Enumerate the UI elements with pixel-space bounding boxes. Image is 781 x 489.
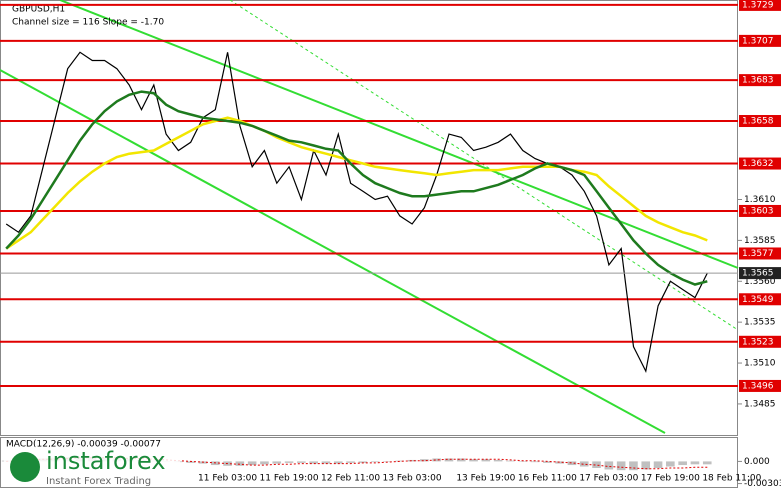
macd-bar [530, 461, 540, 463]
macd-bar [444, 458, 454, 462]
channel-upper [59, 0, 739, 269]
level-label: 1.3523 [742, 337, 774, 347]
y-tick-label: 0.000 [744, 457, 770, 467]
macd-bar [456, 458, 466, 462]
y-tick-label: 1.3560 [744, 277, 776, 287]
level-label: 1.3658 [742, 117, 774, 127]
macd-bar [297, 461, 306, 463]
x-tick-label: 16 Feb 11:00 [518, 474, 577, 484]
macd-bar [370, 461, 380, 463]
level-label-bg [739, 115, 781, 128]
macd-bar [333, 461, 343, 464]
macd-bar [641, 461, 651, 470]
macd-bar [469, 459, 478, 462]
level-label: 1.3683 [742, 76, 774, 86]
y-tick-label: 1.3610 [744, 195, 776, 205]
level-label-bg [739, 335, 781, 348]
macd-bar [567, 461, 577, 466]
macd-bar [629, 461, 638, 471]
macd-bar [666, 461, 675, 467]
level-label: 1.3729 [742, 0, 774, 10]
last-price-bg [739, 267, 781, 280]
logo: instaforex Instant Forex Trading [4, 447, 180, 487]
price-line [5, 51, 708, 374]
logo-name: instaforex [46, 447, 166, 475]
macd-bar [358, 461, 368, 463]
level-label: 1.3603 [742, 206, 774, 216]
macd-bar [309, 461, 318, 464]
chart-title: GBPUSD,H1 [12, 5, 65, 15]
level-label: 1.3707 [742, 36, 774, 46]
macd-bar [678, 461, 687, 466]
level-label-bg [739, 157, 781, 170]
x-tick-label: 13 Feb 03:00 [383, 474, 442, 484]
price-line [5, 116, 708, 250]
channel-mid [229, 0, 739, 331]
x-tick-label: 13 Feb 19:00 [456, 474, 515, 484]
macd-bar [493, 459, 503, 462]
macd-bar [321, 461, 331, 464]
x-tick-label: 12 Feb 11:00 [321, 474, 380, 484]
level-label-bg [739, 0, 781, 11]
logo-tagline: Instant Forex Trading [46, 476, 151, 487]
level-label-bg [739, 379, 781, 392]
macd-bar [506, 460, 515, 462]
macd-bar [247, 461, 257, 466]
level-label: 1.3496 [742, 381, 774, 391]
channel [0, 0, 739, 434]
main-frame [0, 0, 738, 436]
macd-bar [284, 461, 294, 463]
x-tick-label: 11 Feb 19:00 [260, 474, 319, 484]
price-line [5, 90, 708, 286]
channel-lower [0, 69, 666, 434]
level-label-bg [739, 247, 781, 260]
macd-bar [702, 461, 712, 465]
macd-bar [653, 461, 663, 468]
macd-frame [0, 437, 738, 488]
last-price-label: 1.3565 [742, 269, 774, 279]
macd-bar [407, 459, 417, 462]
macd-bar [235, 461, 245, 466]
macd-title: MACD(12,26,9) -0.00039 -0.00077 [6, 440, 161, 450]
macd-bar [690, 461, 700, 465]
level-label-bg [739, 293, 781, 306]
macd-bar [260, 461, 269, 465]
macd-bar [555, 461, 564, 464]
macd-bar [395, 460, 405, 462]
level-label: 1.3632 [742, 159, 774, 169]
macd-bar [518, 461, 528, 462]
macd-bar [592, 461, 601, 468]
y-tick-label: 1.3535 [744, 318, 776, 328]
macd-bar [604, 461, 614, 470]
macd-bar [420, 459, 429, 462]
y-tick-label: -0.00303 [744, 479, 781, 489]
macd-bar [616, 461, 626, 471]
x-tick-label: 11 Feb 03:00 [198, 474, 257, 484]
macd-bar [346, 461, 355, 463]
level-label-bg [739, 204, 781, 217]
macd-bar [579, 461, 589, 467]
x-tick-label: 17 Feb 19:00 [641, 474, 700, 484]
level-label-bg [739, 74, 781, 87]
y-tick-label: 1.3485 [744, 399, 776, 409]
logo-icon [10, 452, 40, 482]
x-tick-label: 18 Feb 11:00 [702, 474, 761, 484]
level-label: 1.3577 [742, 249, 774, 259]
macd-bar [186, 461, 195, 463]
macd-bar [432, 458, 441, 462]
y-tick-label: 1.3510 [744, 359, 776, 369]
y-tick-label: 1.3585 [744, 236, 776, 246]
chart-subtitle: Channel size = 116 Slope = -1.70 [12, 18, 164, 28]
x-tick-label: 17 Feb 03:00 [579, 474, 638, 484]
level-label: 1.3549 [742, 295, 774, 305]
macd-bar [543, 461, 552, 463]
macd-bar [272, 461, 282, 464]
level-label-bg [739, 34, 781, 47]
macd-bar [481, 459, 491, 462]
